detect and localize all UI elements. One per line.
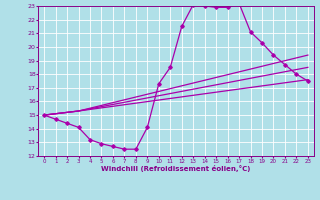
X-axis label: Windchill (Refroidissement éolien,°C): Windchill (Refroidissement éolien,°C) (101, 165, 251, 172)
